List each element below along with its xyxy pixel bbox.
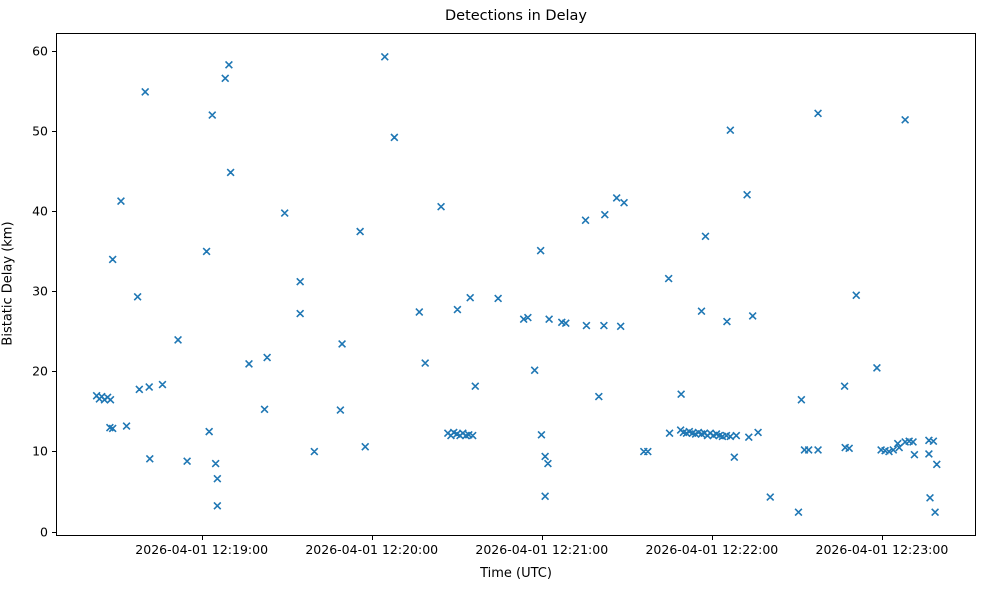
x-tick-mark xyxy=(541,536,543,540)
y-tick-label: 0 xyxy=(40,524,48,540)
x-tick-label: 2026-04-01 12:22:00 xyxy=(645,542,779,557)
y-tick-mark xyxy=(52,211,56,213)
plot-area xyxy=(56,33,976,536)
y-tick-mark xyxy=(52,371,56,373)
x-tick-mark xyxy=(201,536,203,540)
y-tick-label: 60 xyxy=(32,43,48,59)
scatter-markers xyxy=(92,52,941,517)
x-tick-mark xyxy=(371,536,373,540)
y-tick-label: 20 xyxy=(32,363,48,379)
y-axis-label: Bistatic Delay (km) xyxy=(0,221,16,346)
y-tick-mark xyxy=(52,131,56,133)
x-tick-label: 2026-04-01 12:20:00 xyxy=(305,542,439,557)
x-axis-label: Time (UTC) xyxy=(480,566,552,581)
x-tick-label: 2026-04-01 12:21:00 xyxy=(475,542,609,557)
y-tick-label: 50 xyxy=(32,123,48,139)
y-tick-label: 10 xyxy=(32,443,48,459)
scatter-points-layer xyxy=(92,52,941,517)
y-tick-mark xyxy=(52,451,56,453)
y-tick-mark xyxy=(52,531,56,533)
chart-title: Detections in Delay xyxy=(444,8,587,24)
y-tick-mark xyxy=(52,51,56,53)
x-tick-label: 2026-04-01 12:19:00 xyxy=(135,542,269,557)
y-tick-mark xyxy=(52,291,56,293)
y-tick-label: 40 xyxy=(32,203,48,219)
x-tick-label: 2026-04-01 12:23:00 xyxy=(815,542,949,557)
x-tick-mark xyxy=(881,536,883,540)
x-tick-mark xyxy=(711,536,713,540)
y-tick-label: 30 xyxy=(32,283,48,299)
